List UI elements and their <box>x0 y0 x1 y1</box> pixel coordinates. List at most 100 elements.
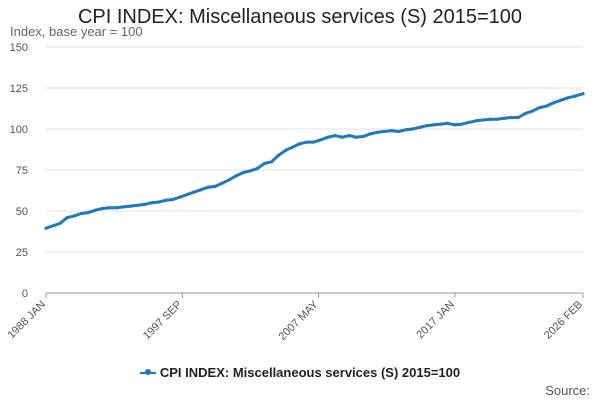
y-tick-label-25: 25 <box>16 247 28 259</box>
data-point <box>481 118 485 122</box>
data-point <box>164 198 168 202</box>
data-point <box>566 96 570 100</box>
chart-title: CPI INDEX: Miscellaneous services (S) 20… <box>77 6 523 28</box>
data-point <box>192 190 196 194</box>
data-point <box>234 174 238 178</box>
data-point <box>502 116 506 120</box>
x-tick-label: 2017 JAN <box>414 299 457 342</box>
y-tick-label-125: 125 <box>10 83 28 95</box>
data-point <box>58 221 62 225</box>
data-point <box>298 142 302 146</box>
x-tick-labels: 1988 JAN 1997 SEP 2007 MAY 2017 JAN 2026 FEB <box>5 298 585 343</box>
data-point <box>404 128 408 132</box>
data-point <box>72 214 76 218</box>
data-point <box>220 181 224 185</box>
data-point <box>559 98 563 102</box>
legend[interactable]: CPI INDEX: Miscellaneous services (S) 20… <box>0 365 600 380</box>
data-point <box>44 226 48 230</box>
data-point <box>418 125 422 129</box>
data-point <box>291 145 295 149</box>
data-point <box>129 204 133 208</box>
y-tick-labels: 0 25 50 75 100 125 150 <box>10 42 28 300</box>
data-point <box>368 132 372 136</box>
data-point <box>248 169 253 173</box>
data-point <box>509 115 513 120</box>
x-tick-label: 1997 SEP <box>141 299 185 343</box>
data-point <box>396 129 401 134</box>
data-point <box>178 195 182 199</box>
data-point <box>213 184 217 188</box>
data-point <box>488 117 492 121</box>
data-point <box>411 127 415 131</box>
chart-svg: 0 25 50 75 100 125 150 1988 JAN 1997 SEP 2007 MA… <box>5 42 585 343</box>
data-point <box>312 140 316 144</box>
data-point <box>326 135 330 139</box>
data-point <box>432 123 436 127</box>
data-point <box>516 115 521 120</box>
data-point <box>581 92 585 96</box>
data-point <box>389 129 394 133</box>
data-point <box>375 130 379 134</box>
data-point <box>354 135 358 139</box>
data-point <box>51 224 55 228</box>
data-point <box>107 206 112 210</box>
data-point <box>270 160 274 164</box>
data-point <box>157 200 161 204</box>
data-point <box>439 122 443 126</box>
data-point <box>100 206 104 211</box>
data-point <box>65 216 69 220</box>
legend-line-marker <box>139 368 156 375</box>
data-point <box>136 203 140 207</box>
y-axis-label: Index, base year = 100 <box>10 24 143 39</box>
data-point <box>340 135 344 139</box>
data-point <box>474 119 478 123</box>
data-point <box>537 106 542 110</box>
data-point <box>284 148 288 152</box>
source-text: Source: <box>545 383 590 398</box>
data-point <box>545 104 549 108</box>
data-point <box>446 121 450 125</box>
data-point <box>277 153 281 157</box>
y-tick-label-0: 0 <box>22 288 28 300</box>
x-tick-label: 2026 FEB <box>542 299 585 342</box>
data-point <box>333 134 337 138</box>
data-point <box>255 166 260 170</box>
data-point <box>523 111 528 115</box>
data-point <box>453 123 457 127</box>
data-point <box>460 122 464 126</box>
data-point <box>122 205 126 209</box>
y-tick-label-100: 100 <box>10 124 28 136</box>
data-point <box>467 120 471 124</box>
gridlines <box>46 46 583 253</box>
data-point <box>305 140 309 144</box>
data-point <box>382 129 386 134</box>
series-line <box>44 92 585 230</box>
data-point <box>79 211 83 216</box>
data-point <box>86 211 90 215</box>
legend-label: CPI INDEX: Miscellaneous services (S) 20… <box>159 365 461 380</box>
data-point <box>185 193 189 197</box>
y-tick-label-75: 75 <box>16 165 28 177</box>
data-point <box>241 170 245 175</box>
data-point <box>143 202 147 206</box>
data-point <box>199 188 203 192</box>
data-point <box>150 201 154 205</box>
data-point <box>93 208 97 212</box>
x-axis <box>45 292 584 298</box>
data-point <box>425 124 429 128</box>
data-point <box>227 178 231 182</box>
data-point <box>347 134 351 138</box>
data-point <box>495 117 499 121</box>
data-point <box>361 134 365 138</box>
data-point <box>552 101 556 105</box>
data-point <box>530 109 535 113</box>
data-point <box>263 161 267 165</box>
x-tick-label: 1988 JAN <box>5 299 48 342</box>
series-group <box>44 92 585 230</box>
data-point <box>171 197 175 202</box>
data-point <box>319 138 323 142</box>
data-point <box>573 94 577 98</box>
x-tick-label: 2007 MAY <box>276 298 321 343</box>
y-tick-label-50: 50 <box>16 206 28 218</box>
y-tick-label-150: 150 <box>10 42 28 54</box>
